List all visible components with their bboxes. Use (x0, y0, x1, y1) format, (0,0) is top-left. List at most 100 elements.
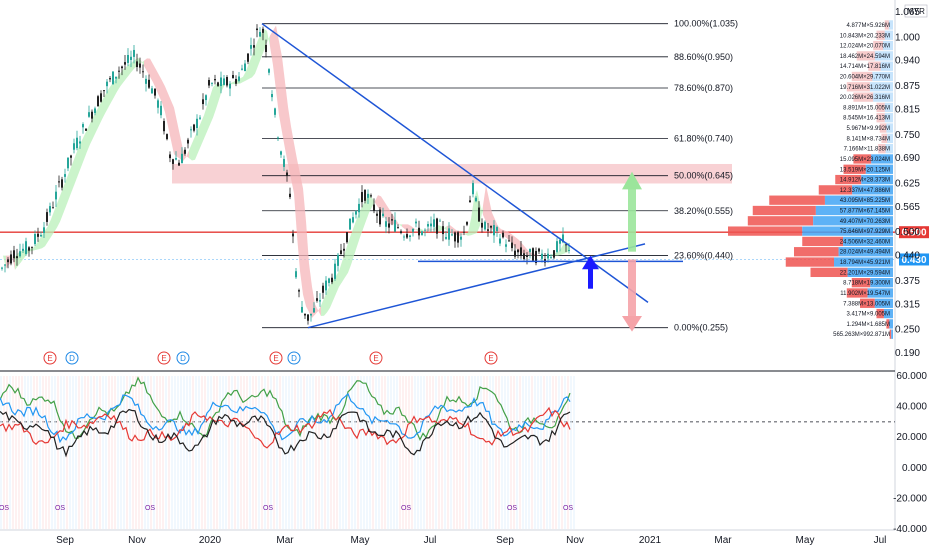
currency-badge[interactable] (904, 4, 928, 18)
candle-body (1, 267, 3, 269)
candle-body (538, 248, 540, 252)
candle-body (553, 250, 555, 258)
candle-body (568, 250, 570, 251)
oscillator-bg-bar (537, 376, 539, 529)
candle-body (298, 290, 300, 292)
candle-body (469, 200, 471, 203)
oscillator-bg-bar (429, 376, 431, 529)
candle-body (145, 78, 147, 84)
ma-cloud-segment (270, 30, 273, 66)
candle-body (163, 121, 165, 132)
oscillator-bg-bar (168, 376, 170, 529)
candle-body (262, 28, 264, 33)
ma-cloud-segment (165, 86, 168, 127)
ma-cloud-segment (84, 129, 87, 160)
oscillator-bg-bar (336, 376, 338, 529)
candle-body (379, 209, 381, 225)
volume-profile-label: 7.166M×11.838M (844, 147, 890, 153)
oscillator-tick-label: 0.000 (902, 463, 927, 474)
candle-body (130, 56, 132, 60)
volume-profile-label: 12.024M×20.070M (840, 44, 890, 50)
volume-profile-bar (873, 92, 893, 102)
candle-body (43, 227, 45, 234)
oscillator-bg-bar (465, 376, 467, 529)
volume-profile-bar (870, 278, 893, 288)
candle-body (355, 211, 357, 215)
ma-cloud-segment (153, 64, 156, 89)
oscillator-bg-bar (219, 376, 221, 529)
volume-profile-bar (813, 216, 893, 226)
candle-body (136, 61, 138, 68)
oscillator-bg-bar (363, 376, 365, 529)
candle-body (238, 76, 240, 81)
volume-profile-bar (891, 329, 893, 339)
time-tick-label: Sep (56, 535, 74, 546)
oscillator-bg-bar (513, 376, 515, 529)
candle-body (103, 90, 105, 92)
volume-profile: 4.877M×5.926M 10.843M×20.233M 12.024M×20.0… (728, 20, 893, 339)
oscillator-bg-bar (207, 376, 209, 529)
time-tick-label: Jul (874, 535, 887, 546)
candle-body (514, 250, 516, 257)
oscillator-bg-bar (192, 376, 194, 529)
candle-body (283, 159, 285, 167)
ma-cloud-segment (369, 193, 372, 213)
candle-body (439, 220, 441, 222)
candle-body (85, 128, 87, 131)
oscillator-bg-bar (39, 376, 41, 529)
oscillator-bg-bar (0, 376, 2, 529)
volume-profile-label: 28.024M×49.494M (840, 250, 890, 256)
ma-cloud-segment (210, 87, 213, 125)
candle-body (241, 68, 243, 70)
ma-cloud-segment (246, 63, 249, 81)
volume-profile-bar (851, 278, 871, 288)
candle-body (139, 63, 141, 68)
oscillator-bg-bar (189, 376, 191, 529)
oscillator-bg-bar (246, 376, 248, 529)
ma-cloud-segment (360, 204, 363, 238)
os-annotations: OS OS OS OS OS OS OS (0, 505, 573, 512)
oscillator-bg-bar (258, 376, 260, 529)
ma-cloud-segment (273, 25, 276, 91)
candle-body (478, 207, 480, 222)
ma-cloud-segment (105, 89, 108, 114)
oscillator-bg-bar (186, 376, 188, 529)
oscillator-bg-bar (303, 376, 305, 529)
volume-profile-bar (878, 143, 886, 154)
oscillator-bg-bar (309, 376, 311, 529)
candle-body (112, 71, 114, 85)
candle-body (175, 158, 177, 160)
oscillator-bg-bar (165, 376, 167, 529)
ma-cloud-segment (504, 230, 507, 239)
volume-profile-label: 22.201M×29.594M (840, 270, 890, 276)
event-marker-label: D (69, 354, 75, 363)
oscillator-bg-bar (204, 376, 206, 529)
ma-cloud-segment (90, 117, 93, 145)
candle-body (286, 172, 288, 176)
ma-cloud-segment (363, 199, 366, 230)
oscillator-bg-bar (171, 376, 173, 529)
oscillator-bg-bar (153, 376, 155, 529)
price-pane[interactable]: 100.00%(1.035) 88.60%(0.950) 78.60%(0.870)… (0, 19, 929, 365)
oscillator-bg-bar (528, 376, 530, 529)
ma-cloud-segment (174, 107, 177, 157)
candle-body (166, 134, 168, 140)
ma-cloud (3, 25, 570, 318)
oscillator-bg-bar (150, 376, 152, 529)
candle-body (424, 229, 426, 231)
volume-profile-bar (884, 113, 893, 123)
volume-profile-bar (884, 20, 889, 30)
candle-body (391, 219, 393, 221)
oscillator-bg-bar (519, 376, 521, 529)
volume-profile-bar (853, 92, 874, 102)
candle-body (508, 240, 510, 242)
ma-cloud-segment (126, 64, 129, 79)
oscillator-bg-bar (174, 376, 176, 529)
oscillator-pane[interactable]: OS OS OS OS OS OS OS (0, 376, 895, 529)
volume-profile-bar (860, 298, 875, 308)
oscillator-bg-bar (495, 376, 497, 529)
candle-body (337, 254, 339, 266)
candle-body (559, 239, 561, 244)
ma-cloud-segment (189, 143, 192, 161)
